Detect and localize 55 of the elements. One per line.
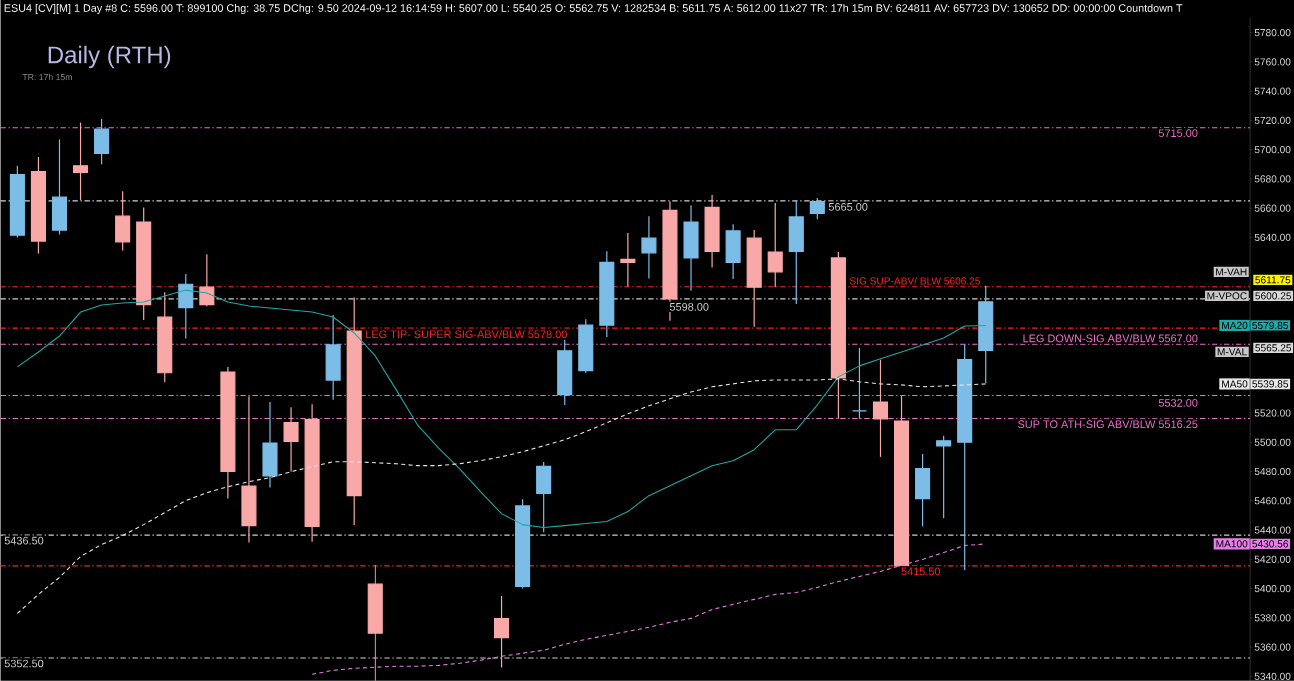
ref-line-label: LEG TIP- SUPER SIG-ABV/BLW 5578.00 (366, 329, 567, 338)
candlestick (72, 121, 89, 201)
ref-line-label: 5665.00 (828, 202, 868, 211)
candlestick (872, 358, 889, 458)
text: M-VAL (1217, 348, 1247, 356)
candlestick (494, 595, 510, 668)
ref-line-label: 5436.50 (4, 536, 44, 545)
y-tick-label: 5380.00 (1254, 614, 1291, 622)
annotation: TR: 17h 15m (22, 73, 72, 80)
y-tick-label: 5340.00 (1254, 672, 1291, 680)
legend-label: MA50 (1222, 380, 1248, 388)
ref-line-label: 5352.50 (4, 659, 44, 668)
y-tick-label: 5520.00 (1254, 409, 1291, 417)
candlestick (767, 202, 783, 288)
text: 5579.85 (1252, 321, 1289, 329)
candlestick (283, 406, 299, 472)
chart-title: ESU4 [CV][M] 1 Day #8 C: 5596.00 T: 899100 Chg: 38.75 DChg: 9.50 2024-09-12 16:14:59 H: 5607.00 L: 5540.25 O: 5562.75 V: 1282534 B: 5611.75 A: 5612.00 11x27 TR: 17h 15m BV: 624811 AV: 657723 DV: 130652 DD: 00:00:00 Countdown T (4, 3, 1183, 14)
y-tick-label: 5760.00 (1254, 58, 1291, 66)
text: M-VPOC (1207, 292, 1247, 300)
y-tick-label: 5400.00 (1254, 584, 1291, 592)
legend-label: MA20 (1222, 321, 1248, 329)
text: 5430.56 (1252, 540, 1289, 548)
text: 5565.25 (1255, 344, 1292, 352)
text: 5539.85 (1252, 380, 1289, 388)
ref-line-label: 5598.00 (669, 302, 709, 311)
legend-label: MA100 (1216, 540, 1248, 548)
y-tick-label: 5500.00 (1254, 438, 1291, 446)
y-tick-label: 5640.00 (1254, 233, 1291, 241)
ref-line-label: 5532.00 (1158, 398, 1198, 407)
candlestick (809, 197, 825, 220)
text: 5600.25 (1255, 292, 1292, 300)
candlestick (936, 434, 952, 519)
y-tick-label: 5780.00 (1254, 28, 1291, 37)
y-tick-label: 5680.00 (1254, 175, 1291, 183)
y-tick-label: 5480.00 (1254, 467, 1291, 475)
y-tick-label: 5660.00 (1254, 204, 1291, 212)
ref-line-label: SUP TO ATH-SIG ABV/BLW 5516.25 (1018, 419, 1198, 428)
ref-line-label: LEG DOWN-SIG ABV/BLW 5567.00 (1023, 334, 1198, 343)
ref-line-label: 5715.00 (1158, 129, 1198, 137)
candlestick (851, 347, 867, 420)
y-tick-label: 5740.00 (1254, 87, 1291, 95)
y-tick-label: 5460.00 (1254, 497, 1291, 505)
y-tick-label: 5700.00 (1254, 145, 1291, 154)
text: M-VAH (1216, 268, 1247, 276)
y-tick-label: 5720.00 (1254, 116, 1291, 124)
ref-line-label: SIG SUP-ABV/ BLW 5606.25 (849, 276, 981, 285)
text: Daily (RTH) (48, 45, 171, 68)
y-tick-label: 5360.00 (1254, 643, 1291, 651)
candlestick (620, 232, 636, 287)
candlestick (178, 273, 194, 339)
text: 5611.75 (1255, 276, 1291, 284)
candlestick (641, 215, 657, 279)
y-tick-label: 5420.00 (1254, 555, 1291, 563)
y-tick-label: 5440.00 (1254, 526, 1291, 534)
ref-line-label: 5415.50 (901, 567, 941, 576)
